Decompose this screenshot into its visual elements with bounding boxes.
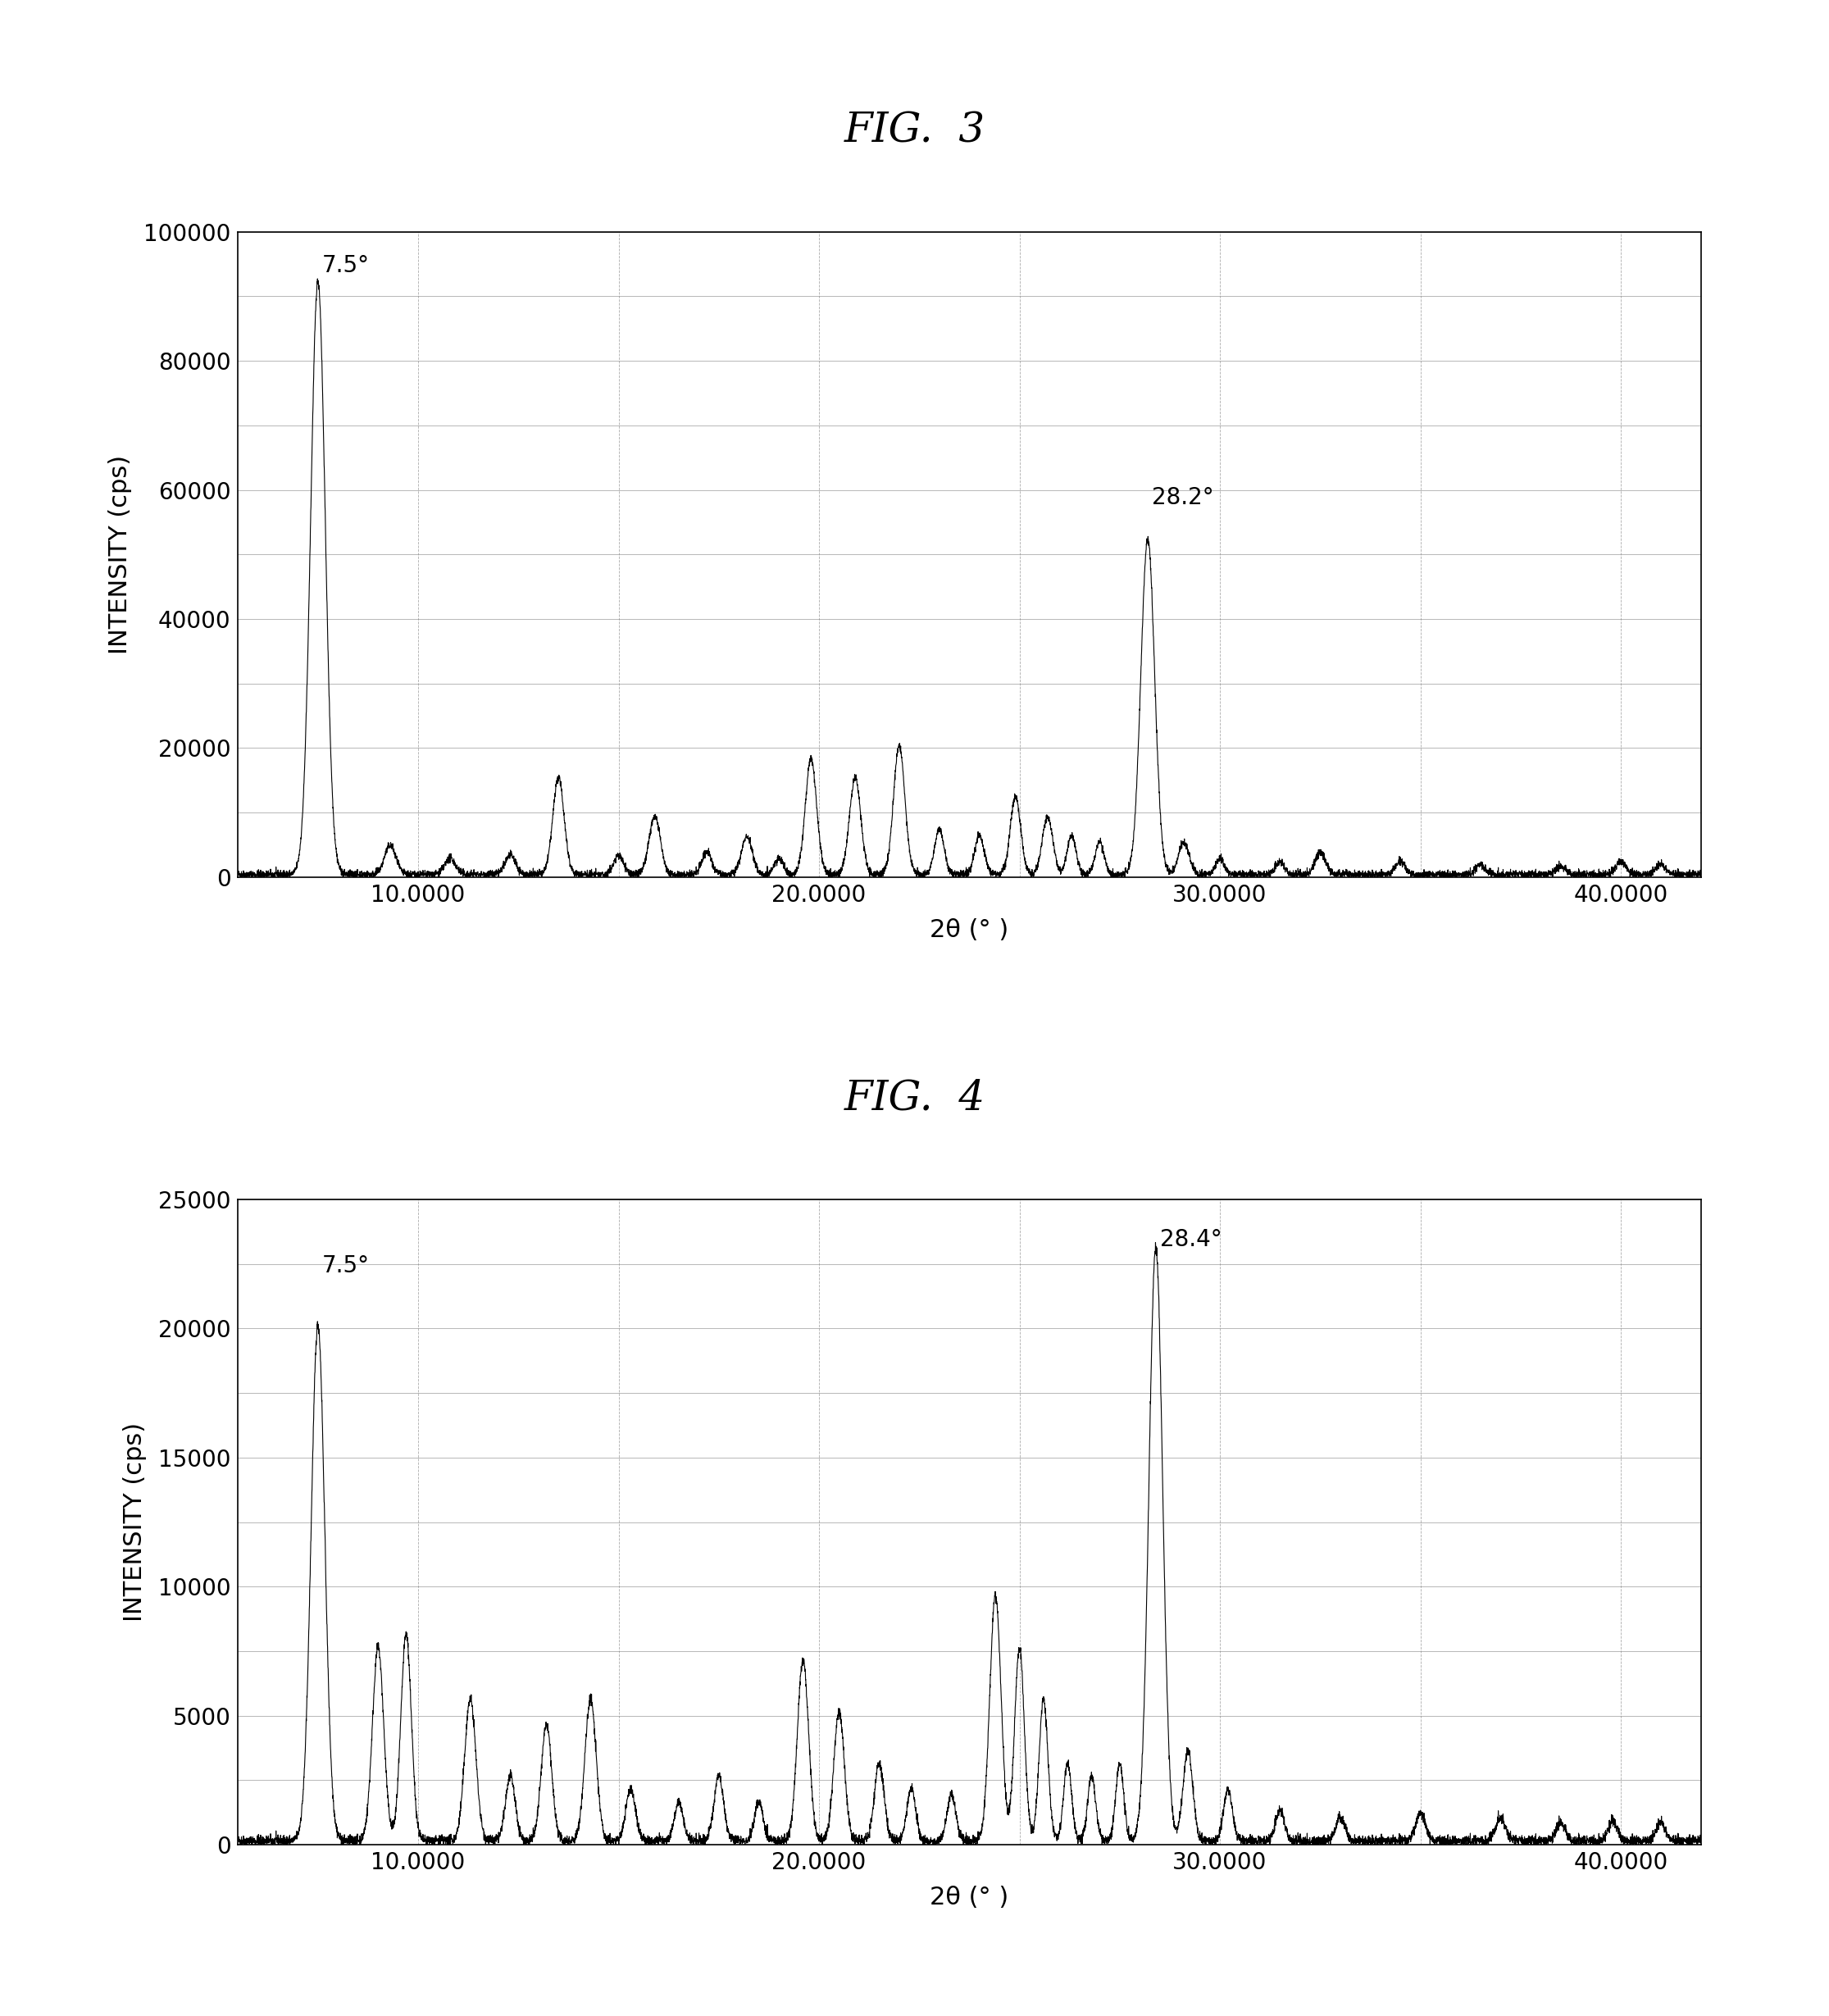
Text: FIG.  3: FIG. 3 [843, 111, 986, 151]
Y-axis label: INTENSITY (cps): INTENSITY (cps) [123, 1423, 146, 1621]
Text: 28.2°: 28.2° [1152, 486, 1214, 510]
X-axis label: 2θ (° ): 2θ (° ) [929, 917, 1010, 941]
Text: 7.5°: 7.5° [322, 254, 369, 276]
Y-axis label: INTENSITY (cps): INTENSITY (cps) [108, 456, 132, 653]
Text: 28.4°: 28.4° [1160, 1228, 1222, 1252]
Text: 7.5°: 7.5° [322, 1254, 369, 1276]
X-axis label: 2θ (° ): 2θ (° ) [929, 1885, 1010, 1909]
Text: FIG.  4: FIG. 4 [843, 1079, 986, 1119]
